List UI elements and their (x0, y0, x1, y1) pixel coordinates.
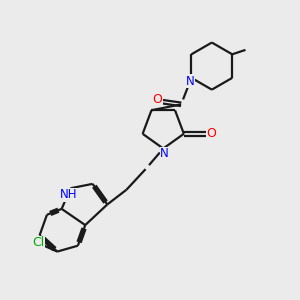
Text: NH: NH (60, 188, 78, 201)
Text: O: O (206, 127, 216, 140)
Text: N: N (160, 147, 169, 160)
Text: N: N (186, 75, 194, 88)
Text: Cl: Cl (32, 236, 44, 249)
Text: O: O (153, 93, 163, 106)
